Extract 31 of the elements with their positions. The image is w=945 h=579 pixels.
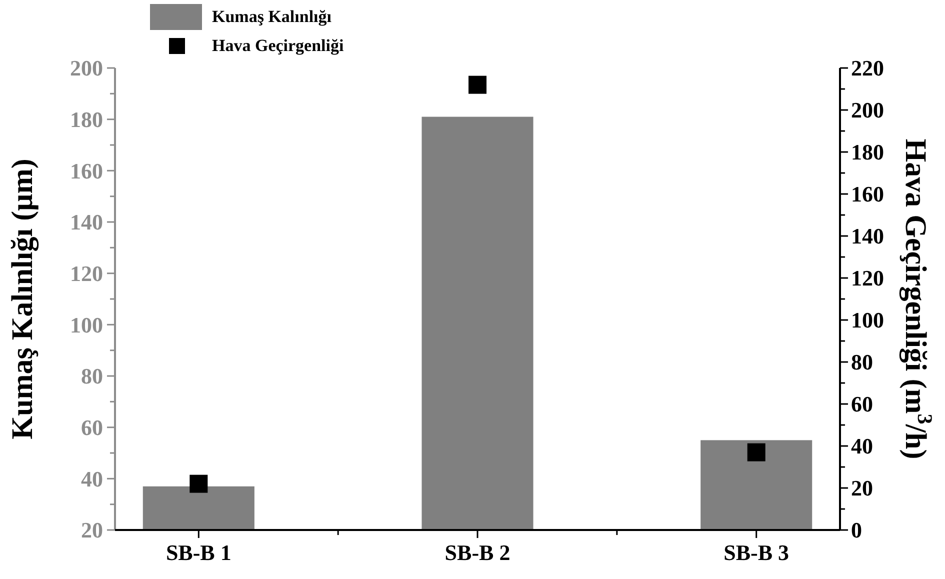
y2-tick-label: 60 [851, 392, 873, 417]
y-tick-label: 160 [70, 158, 103, 184]
y2-tick-label: 120 [851, 266, 884, 291]
y2-tick-label: 40 [851, 434, 873, 459]
y2-tick-label: 0 [851, 518, 862, 543]
x-tick-label: SB-B 3 [724, 540, 790, 565]
y-tick-label: 80 [81, 364, 103, 389]
y2-tick-label: 220 [851, 56, 884, 81]
y-tick-label: 200 [70, 56, 103, 81]
y-tick-label: 60 [81, 415, 103, 440]
y2-tick-label: 80 [851, 350, 873, 375]
y-tick-label: 180 [70, 107, 103, 132]
legend-label: Kumaş Kalınlığı [212, 7, 332, 26]
y-tick-label: 140 [70, 210, 103, 235]
y2-tick-label: 100 [851, 308, 884, 333]
y2-tick-label: 140 [851, 224, 884, 249]
point [747, 443, 766, 462]
point [190, 474, 208, 493]
x-tick-label: SB-B 1 [166, 540, 232, 565]
y2-tick-label: 180 [851, 140, 884, 165]
y-tick-label: 120 [70, 261, 103, 286]
y-tick-label: 20 [81, 518, 103, 543]
point [468, 76, 486, 94]
y2-tick-label: 200 [851, 98, 884, 123]
x-tick-label: SB-B 2 [444, 540, 510, 565]
y-tick-label: 40 [81, 466, 103, 492]
y2-tick-label: 20 [851, 476, 873, 501]
y2-tick-label: 160 [851, 182, 884, 207]
y-axis-title: Kumaş Kalınlığı (µm) [6, 158, 39, 440]
legend-label: Hava Geçirgenliği [212, 36, 344, 55]
y-tick-label: 100 [70, 312, 103, 338]
